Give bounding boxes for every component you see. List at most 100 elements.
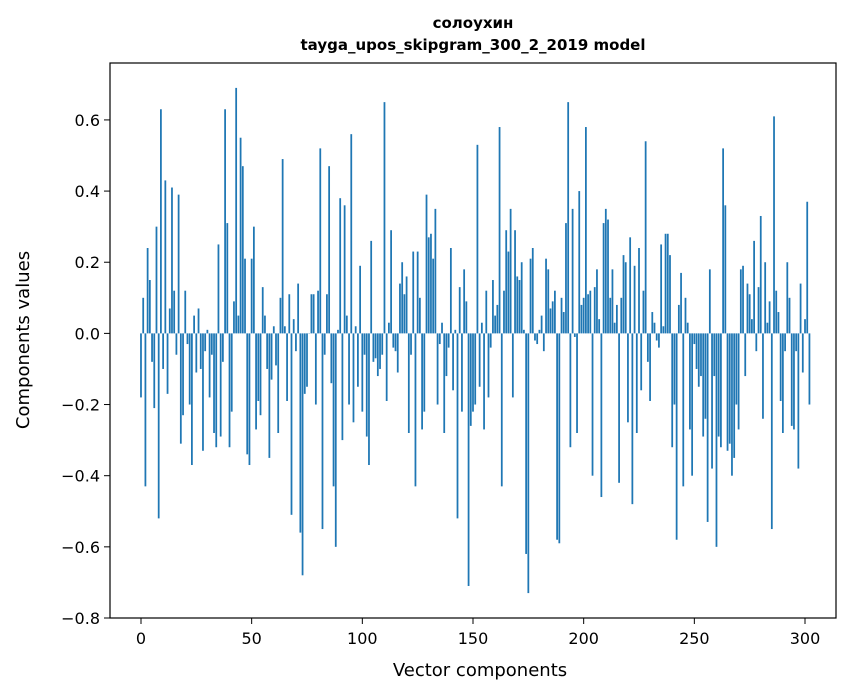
- bar-55: [261, 287, 264, 334]
- bar-53: [257, 333, 260, 401]
- bar-48: [246, 333, 249, 455]
- bar-164: [503, 290, 505, 334]
- bar-142: [454, 329, 457, 334]
- bar-24: [193, 315, 195, 334]
- bar-278: [755, 333, 758, 352]
- bar-251: [695, 333, 698, 369]
- bar-101: [363, 333, 366, 355]
- y-tick-label: 0.6: [75, 111, 100, 130]
- bar-189: [558, 333, 561, 544]
- bar-295: [793, 333, 795, 430]
- bar-51: [252, 226, 255, 334]
- x-tick-label: 250: [679, 629, 710, 648]
- bar-115: [394, 333, 397, 352]
- bar-255: [704, 333, 707, 419]
- bar-40: [228, 333, 231, 448]
- bar-259: [713, 333, 716, 377]
- bar-282: [764, 262, 767, 334]
- bar-274: [746, 283, 749, 334]
- bar-273: [744, 333, 747, 377]
- bar-157: [487, 333, 490, 398]
- bar-191: [562, 312, 565, 334]
- bar-257: [708, 269, 711, 334]
- bar-202: [587, 294, 589, 334]
- bar-226: [640, 333, 643, 391]
- bar-72: [299, 333, 302, 533]
- bar-247: [686, 322, 689, 334]
- bar-204: [591, 333, 594, 476]
- x-tick-label: 200: [568, 629, 599, 648]
- bar-271: [739, 269, 742, 334]
- bar-154: [480, 322, 483, 334]
- bar-143: [456, 333, 459, 519]
- chart-subtitle: tayga_upos_skipgram_300_2_2019 model: [301, 36, 646, 54]
- bar-232: [653, 322, 656, 334]
- bar-79: [314, 333, 317, 405]
- bar-30: [206, 329, 209, 334]
- bar-265: [726, 333, 729, 451]
- bar-70: [295, 333, 297, 352]
- bar-211: [607, 219, 609, 334]
- bar-290: [781, 333, 784, 433]
- bar-126: [418, 297, 421, 334]
- bar-4: [148, 280, 151, 334]
- bar-267: [731, 333, 733, 476]
- bar-84: [326, 294, 328, 334]
- bar-57: [266, 333, 269, 369]
- bar-140: [449, 248, 452, 334]
- bar-20: [184, 290, 187, 334]
- bar-92: [343, 205, 346, 334]
- bar-49: [248, 333, 251, 466]
- bar-31: [208, 333, 211, 398]
- bar-29: [204, 333, 207, 352]
- bar-193: [567, 102, 570, 334]
- bar-300: [804, 319, 806, 334]
- bar-150: [472, 333, 474, 412]
- bar-218: [622, 255, 625, 334]
- bar-233: [655, 333, 658, 341]
- bar-159: [492, 280, 494, 334]
- bar-299: [801, 333, 804, 373]
- bar-215: [615, 304, 618, 334]
- bar-297: [797, 333, 800, 469]
- bar-129: [425, 194, 428, 334]
- bar-253: [700, 333, 702, 377]
- bar-7: [155, 226, 158, 334]
- bar-235: [660, 244, 663, 334]
- bar-88: [334, 333, 337, 547]
- bar-172: [520, 262, 523, 334]
- bar-190: [560, 297, 563, 334]
- bar-240: [671, 333, 674, 448]
- bar-61: [275, 333, 277, 366]
- bar-131: [430, 233, 432, 334]
- bar-256: [706, 333, 709, 522]
- bar-137: [443, 333, 446, 433]
- bar-221: [629, 237, 632, 334]
- bar-38: [224, 109, 226, 334]
- bar-127: [421, 333, 423, 430]
- bar-236: [662, 326, 665, 334]
- bar-110: [383, 102, 386, 334]
- bar-194: [569, 333, 572, 448]
- bar-77: [310, 294, 313, 334]
- bar-32: [210, 333, 213, 355]
- y-tick-label: −0.4: [61, 467, 100, 486]
- bar-224: [635, 333, 638, 433]
- bar-174: [525, 333, 528, 554]
- y-axis-ticks: −0.8 −0.6 −0.4 −0.2 0.0 0.2 0.4 0.6: [61, 111, 110, 628]
- x-tick-label: 300: [790, 629, 821, 648]
- bar-203: [589, 290, 592, 334]
- bar-197: [576, 333, 578, 433]
- bar-114: [392, 333, 395, 348]
- bar-19: [182, 333, 184, 416]
- bars-group: [140, 87, 811, 594]
- bar-291: [784, 333, 786, 352]
- bar-87: [332, 333, 335, 487]
- bar-175: [527, 333, 530, 594]
- y-tick-label: −0.2: [61, 396, 100, 415]
- bar-1: [142, 297, 145, 334]
- bar-98: [357, 333, 359, 387]
- bar-214: [613, 322, 616, 334]
- bar-11: [164, 180, 167, 334]
